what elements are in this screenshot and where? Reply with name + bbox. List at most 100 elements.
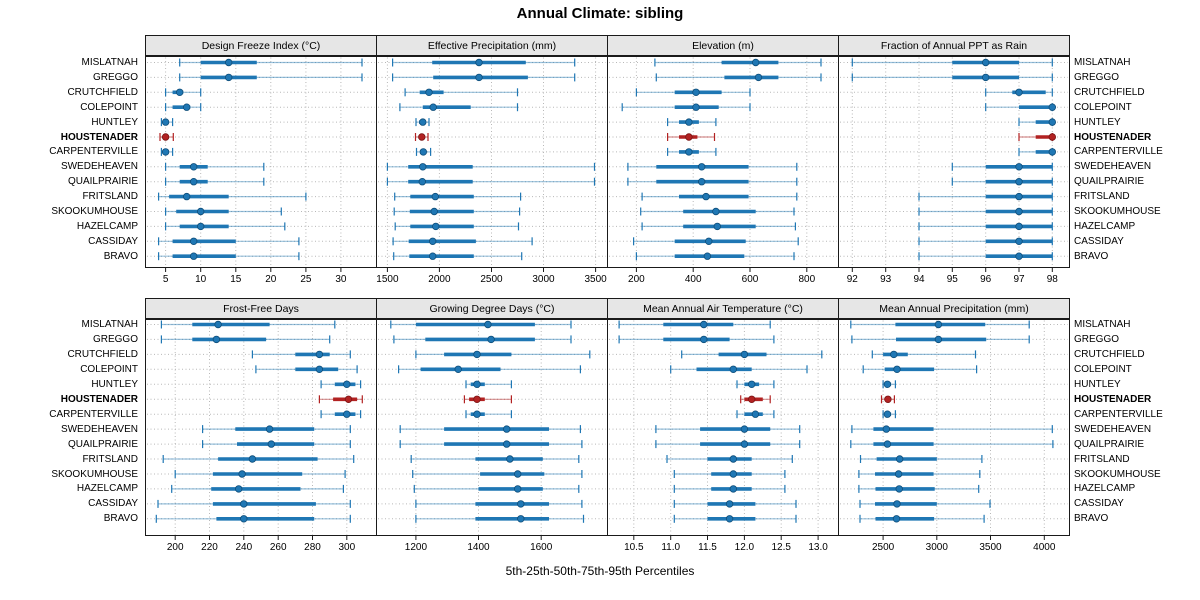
panel-title: Fraction of Annual PPT as Rain [838,35,1070,56]
panel-plot [838,56,1070,272]
tick-label: 3000 [925,542,948,553]
site-label-left: BRAVO [103,250,138,262]
site-label-right: HAZELCAMP [1074,220,1136,232]
panel-title: Effective Precipitation (mm) [376,35,608,56]
site-label-left: CARPENTERVILLE [49,408,138,420]
site-label-left: COLEPOINT [80,363,138,375]
axis-caption: 5th-25th-50th-75th-95th Percentiles [505,564,695,578]
site-label-left: HUNTLEY [91,378,138,390]
tick-label: 5 [162,274,169,285]
site-label-left: HOUSTENADER [60,393,138,405]
site-label-left: HUNTLEY [91,116,138,128]
site-label-right: CRUTCHFIELD [1074,348,1145,360]
site-label-left: HOUSTENADER [60,131,138,143]
site-label-left: MISLATNAH [81,319,139,330]
site-label-left: FRITSLAND [82,191,138,203]
tick-label: 92 [846,274,858,285]
panel-title: Mean Annual Air Temperature (°C) [607,298,839,319]
site-label-left: SWEDEHEAVEN [60,161,138,173]
tick-label: 95 [946,274,958,285]
tick-label: 1200 [404,542,428,553]
tick-label: 200 [628,274,645,285]
site-label-right: CARPENTERVILLE [1074,146,1163,158]
site-label-left: CRUTCHFIELD [67,348,138,360]
panel-plot [376,319,608,540]
site-label-right: HUNTLEY [1074,116,1121,128]
site-label-right: SKOOKUMHOUSE [1074,206,1161,217]
panel-title: Design Freeze Index (°C) [145,35,377,56]
tick-label: 3000 [532,274,555,285]
site-label-left: COLEPOINT [80,101,138,113]
site-label-left: HAZELCAMP [76,483,138,495]
tick-label: 15 [230,274,242,285]
tick-label: 1500 [376,274,399,285]
site-label-right: FRITSLAND [1074,453,1130,465]
tick-label: 3500 [584,274,607,285]
tick-label: 800 [798,274,816,285]
tick-label: 96 [980,274,992,285]
tick-label: 220 [201,542,218,553]
site-label-left: GREGGO [92,333,138,345]
site-label-left: QUAILPRAIRIE [67,438,138,450]
site-label-right: CARPENTERVILLE [1074,408,1163,420]
site-label-right: MISLATNAH [1074,57,1131,68]
site-label-right: SKOOKUMHOUSE [1074,468,1161,480]
site-label-left: MISLATNAH [81,57,139,68]
site-label-right: QUAILPRAIRIE [1074,176,1145,188]
site-label-right: HAZELCAMP [1074,483,1136,495]
tick-label: 4000 [1033,542,1056,553]
chart-title: Annual Climate: sibling [516,5,684,22]
site-label-right: HOUSTENADER [1074,131,1152,143]
tick-label: 10.5 [624,542,644,553]
site-label-left: CRUTCHFIELD [67,86,138,98]
site-label-left: CASSIDAY [88,498,138,510]
site-label-right: CASSIDAY [1074,498,1124,510]
site-label-left: CARPENTERVILLE [49,146,138,158]
tick-label: 1400 [467,542,490,553]
site-label-right: BRAVO [1074,250,1109,262]
tick-label: 280 [304,542,321,553]
site-label-right: GREGGO [1074,333,1120,345]
site-label-right: BRAVO [1074,513,1109,525]
tick-label: 11.0 [661,542,681,553]
site-label-right: GREGGO [1074,71,1120,83]
site-label-right: SWEDEHEAVEN [1074,161,1152,173]
tick-label: 98 [1046,274,1058,285]
site-label-right: COLEPOINT [1074,363,1132,375]
site-label-left: CASSIDAY [88,235,138,247]
site-label-right: COLEPOINT [1074,101,1132,113]
panel-plot [607,319,839,540]
tick-label: 13.0 [808,542,828,553]
tick-label: 400 [684,274,702,285]
tick-label: 20 [265,274,277,285]
tick-label: 97 [1013,274,1025,285]
site-label-right: QUAILPRAIRIE [1074,438,1145,450]
tick-label: 12.0 [734,542,755,553]
tick-label: 1600 [530,542,553,553]
tick-label: 11.5 [698,542,717,553]
site-label-right: HOUSTENADER [1074,393,1152,405]
panel-plot [607,56,839,272]
tick-label: 200 [166,542,184,553]
tick-label: 30 [335,274,347,285]
site-label-left: SKOOKUMHOUSE [51,206,138,217]
tick-label: 300 [338,542,356,553]
site-label-left: GREGGO [92,71,138,83]
panel-plot [838,319,1070,540]
site-label-right: MISLATNAH [1074,319,1131,330]
panel-title: Mean Annual Precipitation (mm) [838,298,1070,319]
site-label-left: FRITSLAND [82,453,138,465]
tick-label: 3500 [979,542,1002,553]
site-label-left: QUAILPRAIRIE [67,176,138,188]
tick-label: 2000 [428,274,451,285]
tick-label: 600 [741,274,759,285]
panel-title: Elevation (m) [607,35,839,56]
tick-label: 10 [195,274,207,285]
site-label-right: HUNTLEY [1074,378,1121,390]
panel-plot [145,319,377,540]
tick-label: 2500 [480,274,503,285]
tick-label: 94 [913,274,925,285]
tick-label: 93 [880,274,892,285]
site-label-right: CRUTCHFIELD [1074,86,1145,98]
